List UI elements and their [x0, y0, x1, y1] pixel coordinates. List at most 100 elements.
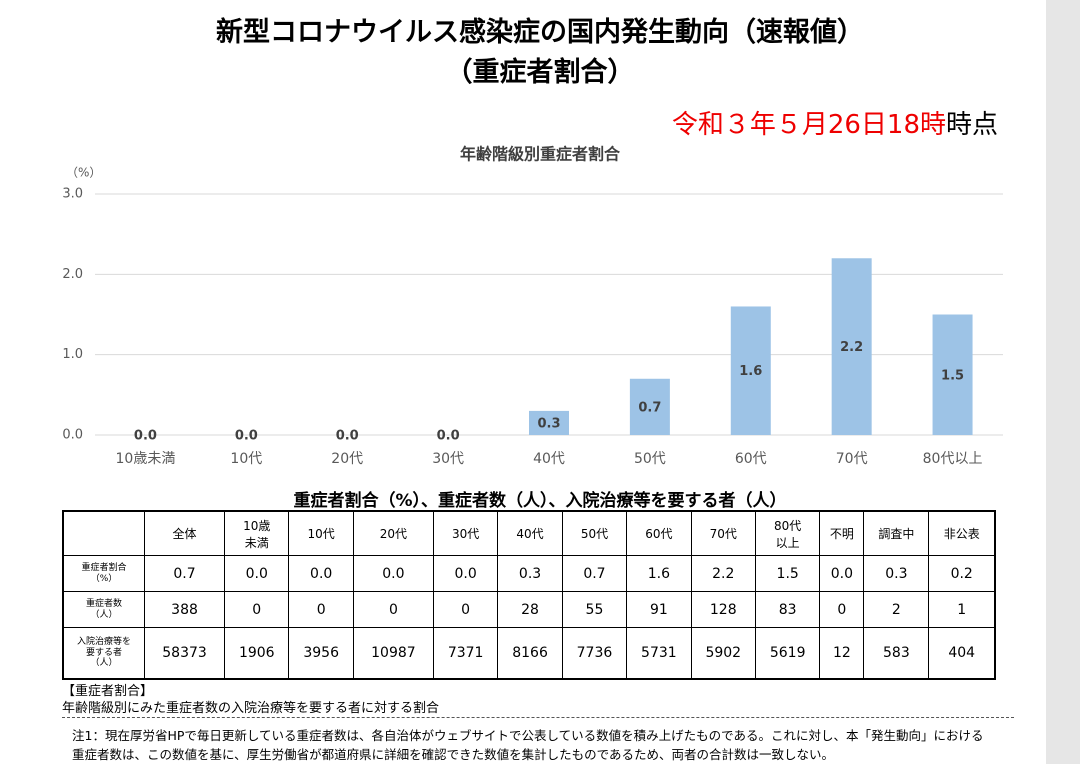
- table-cell: 0.0: [224, 555, 290, 592]
- x-tick-label: 10代: [230, 451, 262, 467]
- bar: [529, 410, 569, 435]
- title: 新型コロナウイルス感染症の国内発生動向（速報値）: [216, 17, 864, 48]
- table-cell: 404: [928, 627, 996, 680]
- chart-title: 年齢階級別重症者割合: [460, 145, 621, 164]
- table-cell: 80代 以上: [754, 510, 821, 556]
- table-cell: 5731: [626, 627, 692, 680]
- table-cell: 0.7: [143, 555, 226, 592]
- table-cell: 調査中: [863, 510, 930, 556]
- x-tick-label: 80代以上: [923, 451, 983, 467]
- value-label: 0.0: [235, 429, 258, 444]
- table-cell: 5619: [754, 627, 821, 680]
- table-cell: 50代: [561, 510, 628, 556]
- table-cell: 5902: [690, 627, 756, 680]
- note-heading: 【重症者割合】: [62, 684, 154, 699]
- date: 令和３年５月26日18時時点: [672, 104, 998, 141]
- value-label: 0.7: [638, 400, 661, 415]
- table-cell: 1: [928, 591, 996, 628]
- table-cell: 0.2: [928, 555, 996, 592]
- table-cell: 1906: [224, 627, 290, 680]
- table-cell: 60代: [626, 510, 692, 556]
- table-cell: 7736: [561, 627, 628, 680]
- table-cell: 83: [754, 591, 821, 628]
- note-definition: 年齢階級別にみた重症者数の入院治療等を要する者に対する割合: [62, 701, 440, 716]
- table-cell: 0: [432, 591, 499, 628]
- note-line: 注1：現在厚労省HPで毎日更新している重症者数は、各自治体がウェブサイトで公表し…: [72, 728, 984, 743]
- table-row: 入院治療等を 要する者 （人） 58373 1906 3956 10987 7371 816…: [62, 627, 996, 680]
- row-header: 入院治療等を 要する者 （人）: [62, 627, 145, 680]
- corner-cell: [62, 510, 145, 556]
- note-line: 重症者数は、この数値を基に、厚生労働省が都道府県に詳細を確認できた数値を集計した…: [72, 747, 835, 762]
- table-cell: 58373: [143, 627, 226, 680]
- bar: [730, 306, 771, 435]
- x-tick-label: 10歳未満: [116, 451, 176, 467]
- y-unit: （%）: [66, 166, 101, 180]
- table-cell: 70代: [690, 510, 756, 556]
- y-tick-label: 2.0: [62, 267, 83, 282]
- table-cell: 20代: [352, 510, 434, 556]
- table-cell: 全体: [143, 510, 226, 556]
- y-tick-label: 3.0: [62, 187, 83, 202]
- value-label: 0.0: [134, 429, 157, 444]
- table-title: 重症者割合（%）、重症者数（人）、入院治療等を要する者（人）: [293, 491, 787, 511]
- table-row: 重症者数 （人） 388 0 0 0 0 28 55 91 128 83 0 2 1: [62, 591, 996, 628]
- table-cell: 12: [819, 627, 865, 680]
- table-cell: 583: [863, 627, 930, 680]
- table-cell: 28: [497, 591, 563, 628]
- table-cell: 7371: [432, 627, 499, 680]
- x-tick-label: 60代: [735, 451, 767, 467]
- table-cell: 2: [863, 591, 930, 628]
- table-cell: 91: [626, 591, 692, 628]
- table-row: 重症者割合 （%） 0.7 0.0 0.0 0.0 0.0 0.3 0.7 1.6 2.2 1.5 0…: [62, 555, 996, 592]
- table-cell: 0.7: [561, 555, 628, 592]
- table-cell: 388: [143, 591, 226, 628]
- date-main: 令和３年５月26日18時: [671, 110, 946, 140]
- table-cell: 非公表: [928, 510, 996, 556]
- table-cell: 0.0: [352, 555, 434, 592]
- table-cell: 0.3: [863, 555, 930, 592]
- subtitle: （重症者割合）: [445, 57, 635, 88]
- y-tick-label: 0.0: [62, 428, 83, 443]
- value-label: 2.2: [840, 340, 863, 355]
- data-table: 全体 10歳 未満 10代 20代 30代 40代 50代 60代 70代 80代 以上 不明 調査中…: [62, 510, 996, 680]
- table-cell: 0: [288, 591, 354, 628]
- table-cell: 2.2: [690, 555, 756, 592]
- table-cell: 10歳 未満: [224, 510, 290, 556]
- bar: [629, 378, 670, 435]
- x-tick-label: 20代: [331, 451, 363, 467]
- table-cell: 1.6: [626, 555, 692, 592]
- table-cell: 10代: [288, 510, 354, 556]
- table-cell: 8166: [497, 627, 563, 680]
- header-row: 全体 10歳 未満 10代 20代 30代 40代 50代 60代 70代 80代 以上 不明 調査中…: [62, 510, 996, 556]
- table-cell: 0: [819, 591, 865, 628]
- x-tick-label: 50代: [634, 451, 666, 467]
- value-label: 0.3: [537, 416, 560, 431]
- table-cell: 0: [224, 591, 290, 628]
- table-cell: 1.5: [754, 555, 821, 592]
- value-label: 0.0: [336, 429, 359, 444]
- row-header: 重症者数 （人）: [62, 591, 145, 628]
- x-tick-label: 30代: [432, 451, 464, 467]
- table-cell: 0: [352, 591, 434, 628]
- table-cell: 55: [561, 591, 628, 628]
- row-header: 重症者割合 （%）: [62, 555, 145, 592]
- y-tick-label: 1.0: [62, 347, 83, 362]
- table-cell: 3956: [288, 627, 354, 680]
- date-suffix: 時点: [945, 110, 998, 140]
- bar: [831, 258, 872, 435]
- table-cell: 128: [690, 591, 756, 628]
- divider: [62, 717, 1014, 718]
- table-cell: 10987: [352, 627, 434, 680]
- table-cell: 不明: [819, 510, 865, 556]
- table-cell: 0.0: [819, 555, 865, 592]
- table-cell: 0.0: [432, 555, 499, 592]
- table-cell: 0.3: [497, 555, 563, 592]
- value-label: 1.6: [739, 364, 762, 379]
- value-label: 0.0: [437, 429, 460, 444]
- x-tick-label: 70代: [836, 451, 868, 467]
- side-margin: [1046, 0, 1080, 764]
- table-cell: 0.0: [288, 555, 354, 592]
- chart: 年齢階級別重症者割合 （%） 0.0 1.0 2.0 3.0 10歳未満 0.0 10代 0.…: [62, 145, 1003, 467]
- table-cell: 30代: [432, 510, 499, 556]
